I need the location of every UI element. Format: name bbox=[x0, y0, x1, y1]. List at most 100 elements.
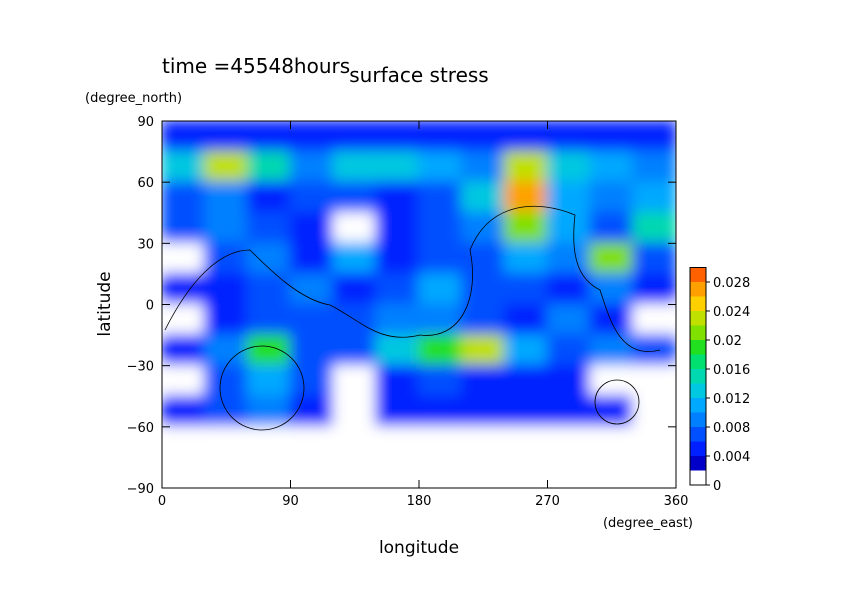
cell bbox=[289, 242, 335, 275]
cell bbox=[589, 456, 635, 488]
cell bbox=[546, 364, 592, 398]
colorbar: 0 0.004 0.008 0.012 0.016 0.02 0.024 0.028 bbox=[689, 267, 750, 494]
cell bbox=[203, 334, 249, 367]
y-axis-label: latitude bbox=[95, 271, 115, 336]
y-tick-label: −60 bbox=[127, 421, 154, 436]
colorbar-bin bbox=[690, 427, 706, 442]
cell bbox=[203, 181, 249, 214]
cell bbox=[589, 242, 635, 275]
cell bbox=[375, 121, 420, 153]
cell bbox=[503, 272, 549, 306]
cell bbox=[418, 334, 463, 367]
colorbar-bin bbox=[690, 412, 706, 427]
cell bbox=[418, 364, 463, 398]
cell bbox=[632, 211, 676, 245]
cell bbox=[332, 211, 378, 245]
cell bbox=[203, 242, 249, 275]
cell bbox=[289, 456, 335, 488]
colorbar-bin bbox=[690, 325, 706, 340]
colorbar-bin bbox=[690, 340, 706, 355]
cell bbox=[632, 242, 676, 275]
cell bbox=[589, 425, 635, 459]
cell bbox=[546, 395, 592, 428]
cell bbox=[203, 150, 249, 184]
cell bbox=[503, 456, 549, 488]
cell bbox=[332, 242, 378, 275]
cell bbox=[589, 272, 635, 306]
cell bbox=[289, 395, 335, 428]
colorbar-tick-label: 0.016 bbox=[713, 363, 750, 378]
cell bbox=[546, 334, 592, 367]
cell bbox=[162, 334, 206, 367]
cell bbox=[162, 395, 206, 428]
cell bbox=[589, 150, 635, 184]
cell bbox=[546, 121, 592, 153]
colorbar-bin bbox=[690, 456, 706, 471]
colorbar-tick-label: 0.004 bbox=[713, 450, 750, 465]
x-tick-label: 360 bbox=[664, 494, 689, 509]
y-tick-label: 60 bbox=[137, 176, 154, 191]
cell bbox=[632, 425, 676, 459]
cell bbox=[460, 272, 506, 306]
cell bbox=[418, 456, 463, 488]
cell bbox=[289, 364, 335, 398]
cell bbox=[546, 456, 592, 488]
colorbar-bin bbox=[690, 383, 706, 398]
cell bbox=[246, 364, 292, 398]
colorbar-tick-label: 0.028 bbox=[713, 276, 750, 291]
cell bbox=[589, 395, 635, 428]
cell bbox=[632, 303, 676, 337]
colorbar-frame bbox=[689, 267, 707, 486]
coastlines bbox=[164, 205, 661, 431]
cell bbox=[460, 121, 506, 153]
colorbar-tick-label: 0.02 bbox=[713, 334, 742, 349]
cell bbox=[246, 150, 292, 184]
cell bbox=[162, 242, 206, 275]
cell bbox=[503, 334, 549, 367]
cell bbox=[460, 181, 506, 214]
cell bbox=[246, 425, 292, 459]
cell bbox=[503, 303, 549, 337]
cell bbox=[418, 150, 463, 184]
cell bbox=[246, 456, 292, 488]
cell bbox=[418, 272, 463, 306]
cell bbox=[589, 181, 635, 214]
cell bbox=[246, 121, 292, 153]
x-tick-label: 270 bbox=[535, 494, 560, 509]
cell bbox=[503, 181, 549, 214]
cell bbox=[546, 181, 592, 214]
cell bbox=[375, 181, 420, 214]
chart-title: surface stress bbox=[349, 63, 488, 87]
cell bbox=[503, 395, 549, 428]
cell bbox=[246, 334, 292, 367]
cell bbox=[332, 150, 378, 184]
cell bbox=[503, 425, 549, 459]
cell bbox=[503, 150, 549, 184]
cell bbox=[375, 242, 420, 275]
cell bbox=[289, 181, 335, 214]
colorbar-tick-label: 0.008 bbox=[713, 421, 750, 436]
cell bbox=[632, 364, 676, 398]
cell bbox=[632, 395, 676, 428]
cell bbox=[418, 242, 463, 275]
cell bbox=[332, 272, 378, 306]
cell bbox=[589, 303, 635, 337]
cell bbox=[246, 181, 292, 214]
cell bbox=[332, 181, 378, 214]
subtitle: time =45548hours bbox=[162, 54, 350, 78]
colorbar-bin bbox=[690, 267, 706, 282]
colorbar-bin bbox=[690, 470, 706, 485]
cell bbox=[546, 272, 592, 306]
cell bbox=[632, 181, 676, 214]
cell bbox=[460, 150, 506, 184]
y-tick-label: 90 bbox=[137, 115, 154, 130]
colorbar-tick-label: 0.012 bbox=[713, 392, 750, 407]
cell bbox=[203, 364, 249, 398]
cell bbox=[203, 211, 249, 245]
cells bbox=[162, 121, 676, 488]
colorbar-bin bbox=[690, 369, 706, 384]
colorbar-bin bbox=[690, 282, 706, 297]
cell bbox=[418, 211, 463, 245]
cell bbox=[460, 334, 506, 367]
coastline bbox=[219, 345, 305, 431]
